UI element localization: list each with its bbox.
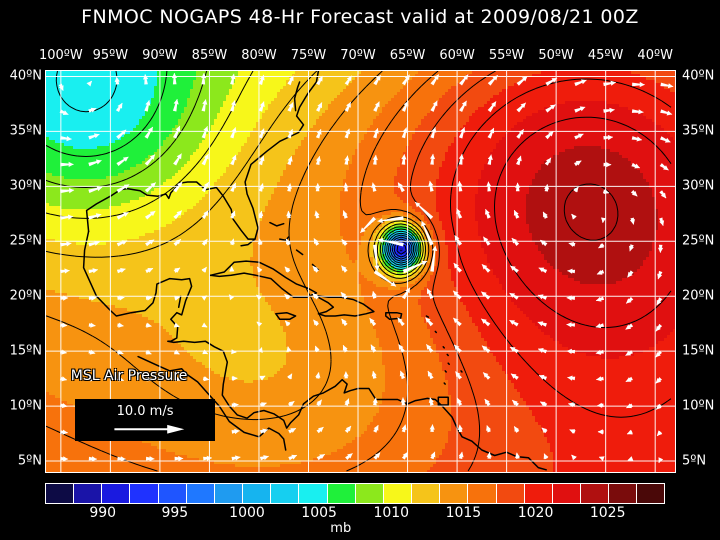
- field-label: MSL Air Pressure: [71, 368, 188, 384]
- lon-tick-label: 65ºW: [390, 48, 426, 63]
- lat-tick-label-right: 40ºN: [682, 69, 714, 84]
- lat-tick-label-right: 25ºN: [682, 234, 714, 249]
- colorbar-swatch: [468, 484, 496, 503]
- colorbar-swatch: [243, 484, 271, 503]
- lon-tick-label: 80ºW: [241, 48, 277, 63]
- colorbar-swatch: [525, 484, 553, 503]
- lon-tick-label: 60ºW: [439, 48, 475, 63]
- colorbar-ticks: 990 995 1000 1005 1010 1015 1020 1025: [0, 505, 720, 523]
- colorbar-swatch: [328, 484, 356, 503]
- lat-tick-label-right: 5ºN: [682, 454, 706, 469]
- colorbar-swatch: [102, 484, 130, 503]
- colorbar-tick-label: 1005: [301, 505, 337, 521]
- lat-tick-label-right: 20ºN: [682, 289, 714, 304]
- map-plot-area: MSL Air Pressure 10.0 m/s: [45, 70, 676, 473]
- lon-tick-label: 40ºW: [637, 48, 673, 63]
- colorbar-swatch: [412, 484, 440, 503]
- lat-tick-label-left: 40ºN: [10, 69, 42, 84]
- colorbar-swatch: [271, 484, 299, 503]
- colorbar-tick-label: 1010: [373, 505, 409, 521]
- lat-tick-label-right: 15ºN: [682, 344, 714, 359]
- colorbar-swatch: [553, 484, 581, 503]
- colorbar-swatch: [440, 484, 468, 503]
- figure-title: FNMOC NOGAPS 48-Hr Forecast valid at 200…: [0, 6, 720, 28]
- colorbar-swatch: [299, 484, 327, 503]
- colorbar-unit: mb: [330, 521, 351, 536]
- longitude-axis-top: 100ºW 95ºW 90ºW 85ºW 80ºW 75ºW 70ºW 65ºW 60ºW 55º…: [0, 48, 720, 64]
- lon-tick-label: 50ºW: [538, 48, 574, 63]
- lon-tick-label: 55ºW: [489, 48, 525, 63]
- forecast-map-figure: FNMOC NOGAPS 48-Hr Forecast valid at 200…: [0, 0, 720, 540]
- colorbar: [45, 483, 665, 504]
- colorbar-swatch: [497, 484, 525, 503]
- colorbar-swatch: [130, 484, 158, 503]
- lon-tick-label: 90ºW: [142, 48, 178, 63]
- colorbar-tick-label: 995: [161, 505, 188, 521]
- colorbar-swatch: [159, 484, 187, 503]
- colorbar-swatch: [637, 484, 664, 503]
- lat-tick-label-left: 10ºN: [10, 399, 42, 414]
- lon-tick-label: 100ºW: [39, 48, 83, 63]
- colorbar-swatch: [384, 484, 412, 503]
- lat-tick-label-left: 15ºN: [10, 344, 42, 359]
- lon-tick-label: 95ºW: [93, 48, 129, 63]
- colorbar-swatch: [609, 484, 637, 503]
- lat-tick-label-right: 30ºN: [682, 179, 714, 194]
- lon-tick-label: 85ºW: [192, 48, 228, 63]
- lat-tick-label-left: 20ºN: [10, 289, 42, 304]
- colorbar-swatch: [581, 484, 609, 503]
- lat-tick-label-left: 30ºN: [10, 179, 42, 194]
- colorbar-swatch: [46, 484, 74, 503]
- lat-tick-label-left: 25ºN: [10, 234, 42, 249]
- lon-tick-label: 70ºW: [340, 48, 376, 63]
- wind-scale-arrow-icon: [76, 400, 215, 440]
- lat-tick-label-left: 35ºN: [10, 124, 42, 139]
- lon-tick-label: 45ºW: [588, 48, 624, 63]
- wind-scale-key: 10.0 m/s: [75, 399, 216, 441]
- lat-tick-label-left: 5ºN: [18, 454, 42, 469]
- lat-tick-label-right: 35ºN: [682, 124, 714, 139]
- colorbar-swatch: [356, 484, 384, 503]
- colorbar-swatch: [187, 484, 215, 503]
- colorbar-tick-label: 1025: [590, 505, 626, 521]
- lon-tick-label: 75ºW: [291, 48, 327, 63]
- colorbar-tick-label: 1000: [229, 505, 265, 521]
- colorbar-swatch: [74, 484, 102, 503]
- colorbar-tick-label: 1015: [446, 505, 482, 521]
- colorbar-tick-label: 1020: [518, 505, 554, 521]
- colorbar-tick-label: 990: [89, 505, 116, 521]
- colorbar-swatch: [215, 484, 243, 503]
- lat-tick-label-right: 10ºN: [682, 399, 714, 414]
